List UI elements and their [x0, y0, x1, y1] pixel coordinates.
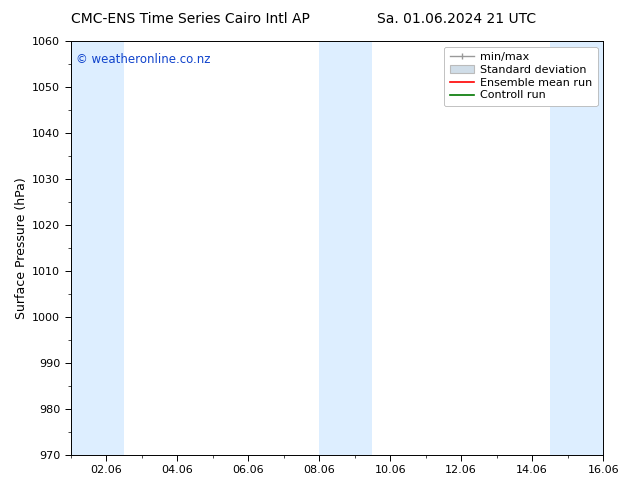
Bar [71, 41, 124, 455]
Legend: min/max, Standard deviation, Ensemble mean run, Controll run: min/max, Standard deviation, Ensemble me… [444, 47, 598, 106]
Text: CMC-ENS Time Series Cairo Intl AP: CMC-ENS Time Series Cairo Intl AP [71, 12, 309, 26]
Y-axis label: Surface Pressure (hPa): Surface Pressure (hPa) [15, 177, 28, 318]
Text: © weatheronline.co.nz: © weatheronline.co.nz [76, 53, 210, 67]
Bar [319, 41, 372, 455]
Text: Sa. 01.06.2024 21 UTC: Sa. 01.06.2024 21 UTC [377, 12, 536, 26]
Bar [550, 41, 621, 455]
